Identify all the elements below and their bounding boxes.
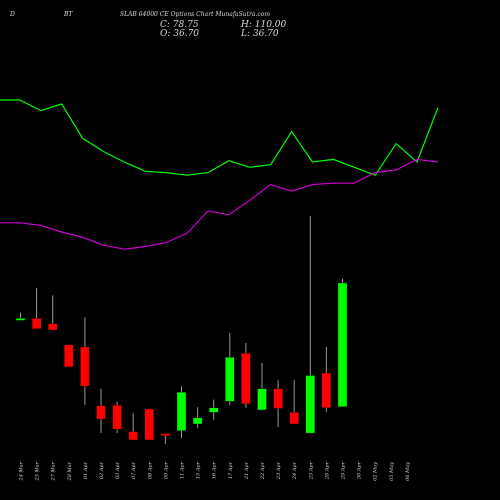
x-tick-label: 30 Apr (357, 461, 363, 479)
symbol-letter: D (10, 11, 15, 18)
candle (257, 362, 267, 411)
sma-line-green (0, 99, 439, 176)
candle-body-up (225, 357, 235, 402)
candle-body-down (80, 346, 90, 387)
candle-body-up (15, 318, 26, 321)
candle (64, 344, 74, 368)
candle (15, 312, 26, 321)
candle-body-down (48, 323, 58, 331)
candle-body-down (289, 412, 299, 425)
x-tick-label: 24 Apr (292, 461, 298, 480)
x-tick-label: 17 Apr (228, 461, 234, 479)
low-value: L: 36.70 (241, 29, 279, 39)
candle (192, 407, 203, 429)
x-tick-label: 27 Mar (51, 461, 57, 481)
candle-body-up (305, 375, 315, 434)
indicator-lines (0, 99, 439, 250)
candle-body-down (321, 372, 332, 408)
x-tick-label: 08 Apr (147, 461, 153, 479)
candle-body-down (273, 388, 283, 409)
x-tick-label: 25 Apr (308, 461, 314, 480)
candle-body-down (64, 344, 74, 368)
x-tick-label: 16 Apr (212, 461, 218, 479)
open-value: O: 36.70 (160, 29, 200, 39)
candle (209, 399, 219, 420)
close-value: C: 78.75 (160, 20, 199, 30)
candle (80, 317, 90, 405)
x-tick-label: 06 May (405, 462, 411, 481)
x-axis-labels: 24 Mar 25 Mar 27 Mar 28 Mar 01 Apr 02 Apr 03 A… (19, 461, 411, 481)
candle-body-up (337, 282, 348, 407)
x-tick-label: 21 Apr (244, 461, 250, 480)
candle-body-down (144, 408, 154, 441)
candle (273, 380, 283, 428)
exchange-letters: BT (64, 11, 73, 18)
candle (225, 332, 235, 406)
candle-body-down (112, 405, 122, 430)
x-tick-label: 01 Apr (83, 461, 89, 479)
candle-body-down (241, 353, 251, 404)
high-value: H: 110.00 (241, 20, 287, 30)
x-tick-label: 23 Apr (276, 461, 282, 480)
candle (96, 388, 106, 434)
x-tick-label: 09 Apr (163, 461, 169, 479)
candle (160, 433, 171, 444)
candle-body-down (31, 318, 42, 329)
candle-body-up (257, 388, 267, 411)
x-tick-label: 07 Apr (131, 461, 137, 479)
candle-body-down (128, 431, 138, 441)
candle (48, 295, 58, 331)
x-tick-label: 24 Mar (19, 461, 25, 481)
candle (31, 287, 42, 329)
candle (289, 380, 299, 425)
x-tick-label: 05 May (389, 462, 395, 481)
candle-body-up (209, 407, 219, 413)
x-tick-label: 28 Mar (67, 461, 73, 481)
x-tick-label: 25 Mar (35, 461, 41, 481)
x-tick-label: 15 Apr (196, 461, 202, 479)
x-tick-label: 28 Apr (324, 461, 330, 480)
chart-title: SLAB 64000 CE Options Chart MunafaSutra.… (120, 11, 271, 18)
x-tick-label: 22 Apr (260, 461, 266, 480)
candle (337, 278, 348, 407)
x-tick-label: 03 Apr (115, 461, 121, 479)
candle (112, 401, 122, 434)
candle (321, 346, 332, 412)
candle-body-down (96, 405, 106, 420)
candle (305, 215, 315, 434)
candle (144, 408, 154, 441)
candle-body-up (192, 417, 203, 425)
candle (241, 343, 251, 408)
candle-body-down (160, 433, 171, 436)
candle (176, 386, 187, 438)
sma-line-magenta (0, 158, 438, 250)
x-tick-label: 02 Apr (99, 461, 105, 479)
x-tick-label: 29 Apr (341, 461, 347, 480)
x-tick-label: 11 Apr (180, 461, 186, 479)
candle (128, 413, 138, 441)
candle-body-up (176, 392, 187, 431)
candles (15, 215, 348, 444)
x-tick-label: 02 May (373, 462, 379, 481)
